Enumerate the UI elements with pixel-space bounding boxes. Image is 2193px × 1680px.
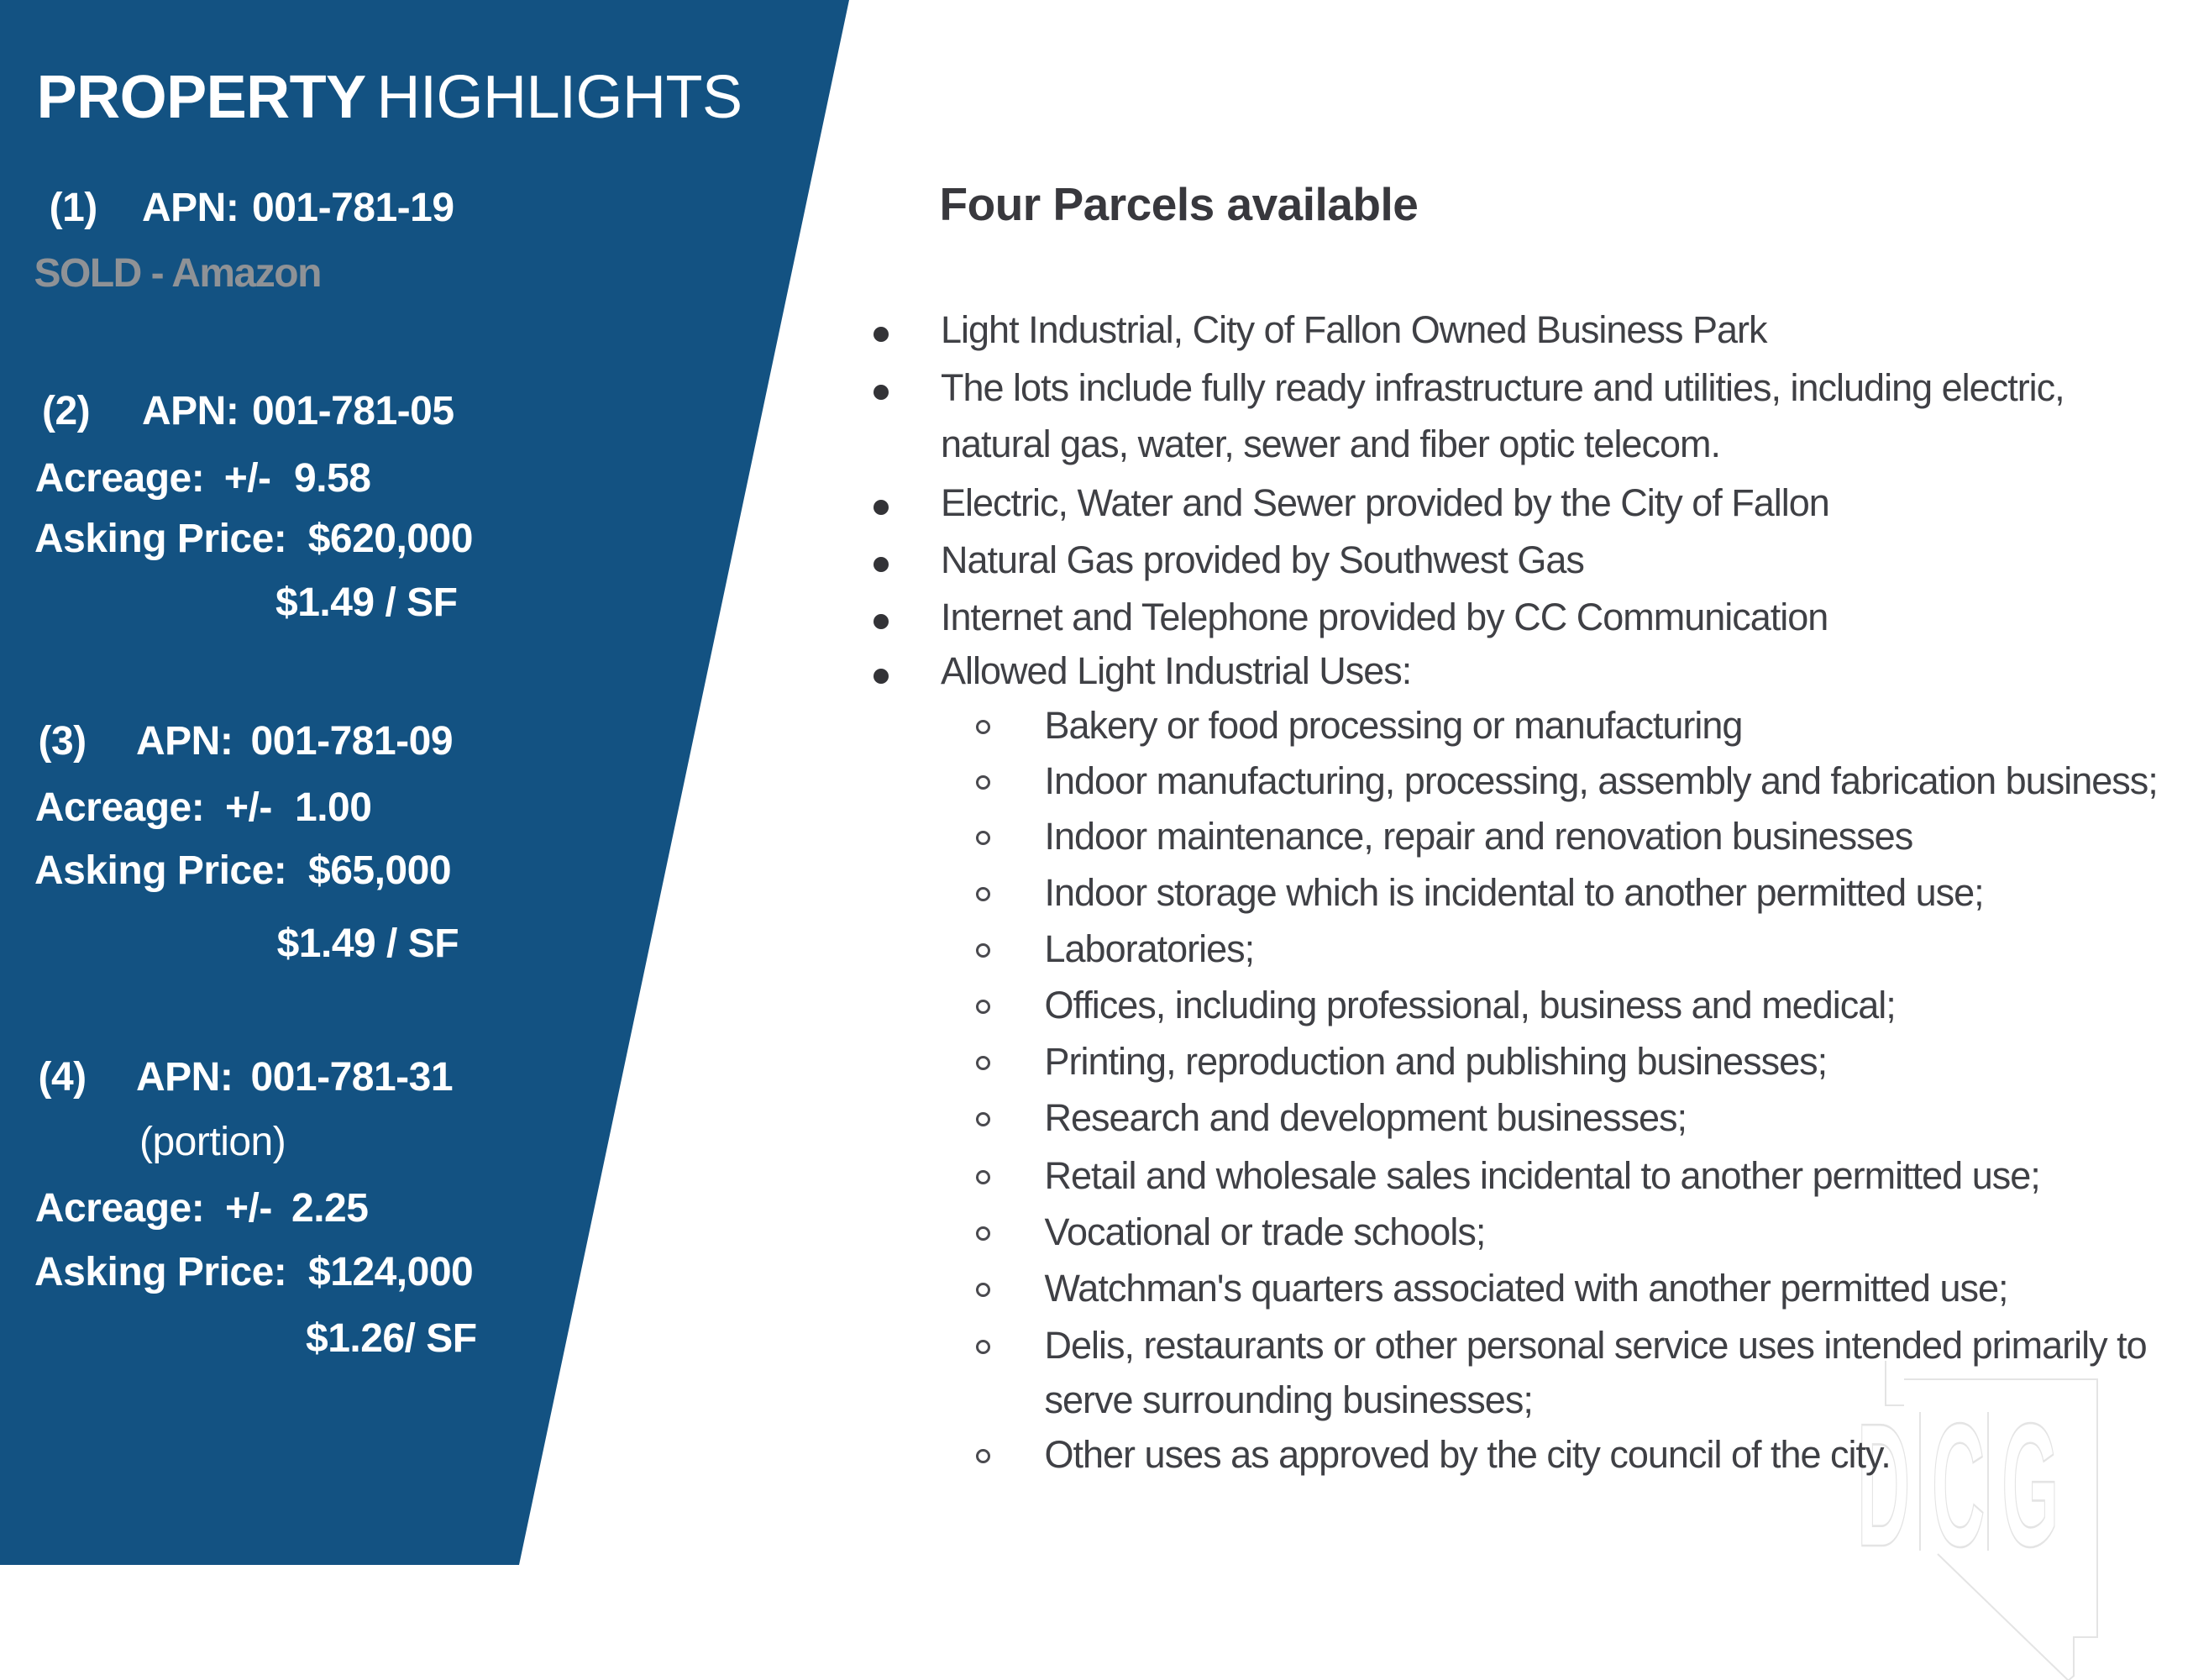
svg-text:D: D xyxy=(1857,1387,1910,1583)
svg-text:C: C xyxy=(1932,1387,1985,1583)
svg-text:G: G xyxy=(2002,1387,2059,1583)
